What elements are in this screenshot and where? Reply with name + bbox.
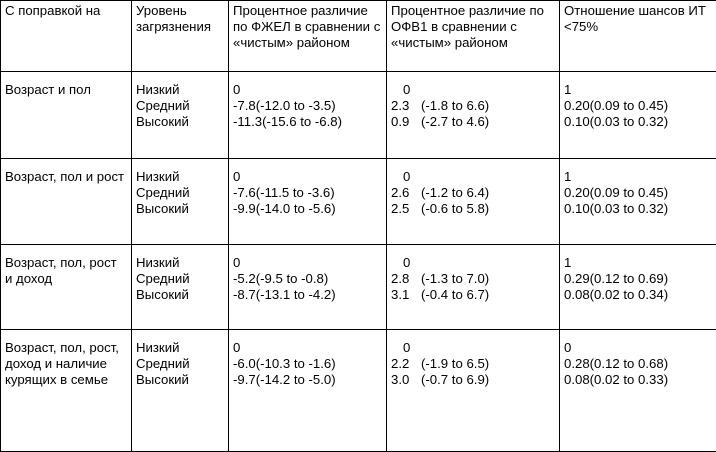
level-high: Высокий <box>136 287 224 303</box>
odds-medium: 0.28(0.12 to 0.68) <box>564 356 712 372</box>
header-fvc-diff: Процентное различие по ФЖЕЛ в сравнении … <box>229 1 387 72</box>
fvc-medium: -5.2(-9.5 to -0.8) <box>233 271 382 287</box>
fev1-cell: 0 2.3(-1.8 to 6.6) 0.9(-2.7 to 4.6) <box>387 72 560 159</box>
table-row: Возраст, пол, рост и доход Низкий Средни… <box>1 245 716 330</box>
fev1-low: 0 <box>391 255 555 271</box>
table-row: Возраст, пол, рост, доход и наличие куря… <box>1 330 716 452</box>
levels-cell: Низкий Средний Высокий <box>132 330 229 452</box>
levels-cell: Низкий Средний Высокий <box>132 159 229 245</box>
fev1-medium-value: 2.2 <box>391 356 421 372</box>
fev1-high-value: 3.0 <box>391 372 421 388</box>
level-medium: Средний <box>136 98 224 114</box>
adjustment-cell: Возраст, пол и рост <box>1 159 132 245</box>
odds-high: 0.08(0.02 to 0.34) <box>564 287 712 303</box>
fvc-high: -8.7(-13.1 to -4.2) <box>233 287 382 303</box>
fvc-cell: 0 -7.6(-11.5 to -3.6) -9.9(-14.0 to -5.6… <box>229 159 387 245</box>
odds-low: 1 <box>564 82 712 98</box>
odds-low: 1 <box>564 169 712 185</box>
fev1-high-ci: (-0.4 to 6.7) <box>421 287 489 303</box>
fev1-medium-ci: (-1.8 to 6.6) <box>421 98 489 114</box>
fev1-high-ci: (-0.7 to 6.9) <box>421 372 489 388</box>
level-low: Низкий <box>136 340 224 356</box>
fev1-medium-value: 2.6 <box>391 185 421 201</box>
header-row: С поправкой на Уровень загрязнения Проце… <box>1 1 716 72</box>
odds-low: 1 <box>564 255 712 271</box>
odds-high: 0.10(0.03 to 0.32) <box>564 201 712 217</box>
fvc-high: -11.3(-15.6 to -6.8) <box>233 114 382 130</box>
table-row: Возраст и пол Низкий Средний Высокий 0 -… <box>1 72 716 159</box>
fev1-low: 0 <box>391 82 555 98</box>
level-low: Низкий <box>136 255 224 271</box>
fev1-high-ci: (-0.6 to 5.8) <box>421 201 489 217</box>
fev1-medium-value: 2.8 <box>391 271 421 287</box>
fev1-cell: 0 2.8(-1.3 to 7.0) 3.1(-0.4 to 6.7) <box>387 245 560 330</box>
fev1-low: 0 <box>391 340 555 356</box>
header-odds-ratio: Отношение шансов ИТ <75% <box>560 1 716 72</box>
fvc-medium: -7.6(-11.5 to -3.6) <box>233 185 382 201</box>
level-medium: Средний <box>136 271 224 287</box>
odds-high: 0.08(0.02 to 0.33) <box>564 372 712 388</box>
odds-medium: 0.29(0.12 to 0.69) <box>564 271 712 287</box>
odds-high: 0.10(0.03 to 0.32) <box>564 114 712 130</box>
fev1-medium-ci: (-1.3 to 7.0) <box>421 271 489 287</box>
header-adjusted-for: С поправкой на <box>1 1 132 72</box>
odds-cell: 1 0.20(0.09 to 0.45) 0.10(0.03 to 0.32) <box>560 72 716 159</box>
levels-cell: Низкий Средний Высокий <box>132 245 229 330</box>
level-medium: Средний <box>136 185 224 201</box>
adjustment-cell: Возраст и пол <box>1 72 132 159</box>
fev1-low: 0 <box>391 169 555 185</box>
level-high: Высокий <box>136 114 224 130</box>
fvc-cell: 0 -5.2(-9.5 to -0.8) -8.7(-13.1 to -4.2) <box>229 245 387 330</box>
levels-cell: Низкий Средний Высокий <box>132 72 229 159</box>
level-low: Низкий <box>136 169 224 185</box>
fvc-low: 0 <box>233 82 382 98</box>
fvc-high: -9.9(-14.0 to -5.6) <box>233 201 382 217</box>
fvc-low: 0 <box>233 169 382 185</box>
fev1-high-ci: (-2.7 to 4.6) <box>421 114 489 130</box>
fvc-cell: 0 -6.0(-10.3 to -1.6) -9.7(-14.2 to -5.0… <box>229 330 387 452</box>
table-row: Возраст, пол и рост Низкий Средний Высок… <box>1 159 716 245</box>
odds-low: 0 <box>564 340 712 356</box>
adjustment-cell: Возраст, пол, рост и доход <box>1 245 132 330</box>
odds-cell: 0 0.28(0.12 to 0.68) 0.08(0.02 to 0.33) <box>560 330 716 452</box>
fev1-medium-ci: (-1.9 to 6.5) <box>421 356 489 372</box>
level-high: Высокий <box>136 201 224 217</box>
level-low: Низкий <box>136 82 224 98</box>
header-pollution-level: Уровень загрязнения <box>132 1 229 72</box>
odds-medium: 0.20(0.09 to 0.45) <box>564 98 712 114</box>
fev1-medium-value: 2.3 <box>391 98 421 114</box>
fev1-cell: 0 2.6(-1.2 to 6.4) 2.5(-0.6 to 5.8) <box>387 159 560 245</box>
fvc-medium: -6.0(-10.3 to -1.6) <box>233 356 382 372</box>
fev1-high-value: 3.1 <box>391 287 421 303</box>
odds-cell: 1 0.20(0.09 to 0.45) 0.10(0.03 to 0.32) <box>560 159 716 245</box>
fev1-high-value: 2.5 <box>391 201 421 217</box>
fvc-high: -9.7(-14.2 to -5.0) <box>233 372 382 388</box>
fev1-medium-ci: (-1.2 to 6.4) <box>421 185 489 201</box>
odds-medium: 0.20(0.09 to 0.45) <box>564 185 712 201</box>
fev1-cell: 0 2.2(-1.9 to 6.5) 3.0(-0.7 to 6.9) <box>387 330 560 452</box>
level-high: Высокий <box>136 372 224 388</box>
fvc-medium: -7.8(-12.0 to -3.5) <box>233 98 382 114</box>
header-fev1-diff: Процентное различие по ОФВ1 в сравнении … <box>387 1 560 72</box>
adjustment-cell: Возраст, пол, рост, доход и наличие куря… <box>1 330 132 452</box>
level-medium: Средний <box>136 356 224 372</box>
fev1-high-value: 0.9 <box>391 114 421 130</box>
fvc-cell: 0 -7.8(-12.0 to -3.5) -11.3(-15.6 to -6.… <box>229 72 387 159</box>
fvc-low: 0 <box>233 340 382 356</box>
fvc-low: 0 <box>233 255 382 271</box>
odds-cell: 1 0.29(0.12 to 0.69) 0.08(0.02 to 0.34) <box>560 245 716 330</box>
